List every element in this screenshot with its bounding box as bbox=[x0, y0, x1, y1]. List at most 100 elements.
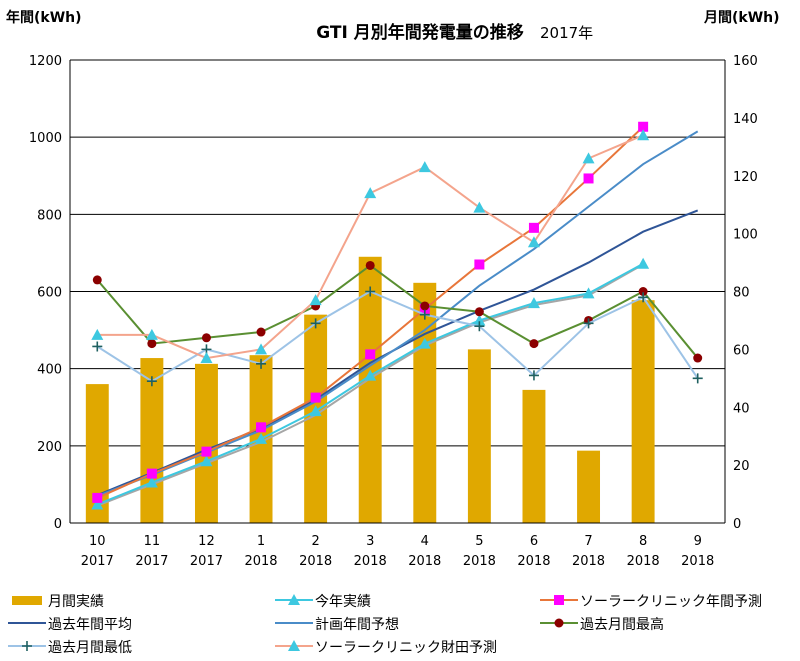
legend-item: 月間実績 bbox=[12, 594, 104, 610]
x-tick-year: 2017 bbox=[135, 554, 168, 569]
legend-label: 過去月間最高 bbox=[580, 616, 664, 633]
point-marker bbox=[364, 369, 377, 381]
legend-item: ソーラークリニック財田予測 bbox=[275, 640, 497, 656]
y-right-tick-label: 100 bbox=[733, 228, 758, 243]
point-marker bbox=[528, 222, 539, 233]
y-left-tick-label: 800 bbox=[37, 208, 62, 223]
series-line bbox=[96, 209, 699, 497]
point-marker bbox=[256, 327, 266, 337]
x-tick-month: 12 bbox=[198, 534, 215, 549]
y-right-tick-label: 120 bbox=[733, 170, 758, 185]
y-right-tick-label: 160 bbox=[733, 54, 758, 69]
bar bbox=[85, 384, 109, 523]
y-left-tick-label: 200 bbox=[37, 440, 62, 455]
point-marker bbox=[309, 294, 322, 306]
point-marker bbox=[554, 618, 564, 628]
series-ソーラークリニック財田予測 bbox=[91, 129, 650, 364]
point-marker bbox=[474, 321, 485, 332]
legend-item: 過去月間最低 bbox=[8, 640, 132, 656]
x-tick-month: 2 bbox=[311, 534, 319, 549]
point-marker bbox=[582, 152, 595, 164]
bar bbox=[194, 363, 218, 523]
x-tick-year: 2018 bbox=[517, 554, 550, 569]
x-tick-year: 2018 bbox=[681, 554, 714, 569]
point-marker bbox=[637, 129, 650, 141]
x-tick-month: 8 bbox=[639, 534, 647, 549]
point-marker bbox=[582, 287, 595, 299]
x-tick-month: 11 bbox=[144, 534, 161, 549]
point-marker bbox=[92, 341, 103, 352]
legend-label: 過去年間平均 bbox=[48, 617, 132, 633]
point-marker bbox=[255, 432, 268, 444]
legend-item: 計画年間予想 bbox=[275, 617, 399, 633]
series-ソーラークリニック年間予測 bbox=[92, 121, 649, 503]
y-right-tick-label: 40 bbox=[733, 401, 750, 416]
x-tick-month: 9 bbox=[694, 534, 702, 549]
y-left-tick-label: 600 bbox=[37, 286, 62, 301]
x-tick-year: 2017 bbox=[190, 554, 223, 569]
legend-swatch bbox=[12, 596, 42, 605]
bar bbox=[467, 349, 491, 523]
point-marker bbox=[145, 328, 158, 340]
point-marker bbox=[365, 349, 376, 360]
legend-label: ソーラークリニック年間予測 bbox=[580, 594, 762, 610]
point-marker bbox=[201, 446, 212, 457]
point-marker bbox=[638, 292, 649, 303]
x-tick-month: 4 bbox=[421, 534, 429, 549]
point-marker bbox=[288, 640, 300, 651]
point-marker bbox=[200, 352, 213, 364]
y-right-tick-label: 140 bbox=[733, 112, 758, 127]
point-marker bbox=[418, 337, 431, 349]
y-right-tick-label: 60 bbox=[733, 343, 750, 358]
point-marker bbox=[256, 422, 267, 433]
point-marker bbox=[638, 287, 648, 296]
point-marker bbox=[310, 318, 321, 329]
point-marker bbox=[92, 275, 102, 285]
legend-item: 過去月間最高 bbox=[540, 616, 664, 633]
point-marker bbox=[91, 328, 104, 340]
x-tick-month: 3 bbox=[366, 534, 374, 549]
point-marker bbox=[201, 333, 211, 343]
point-marker bbox=[365, 260, 375, 270]
y-left-tick-label: 400 bbox=[37, 363, 62, 378]
legend-label: 過去月間最低 bbox=[48, 640, 132, 656]
point-marker bbox=[474, 259, 485, 270]
y-left-tick-label: 1000 bbox=[29, 131, 62, 146]
x-tick-year: 2018 bbox=[463, 554, 496, 569]
axes: 0 200 400 600 800 1000 1200 0 20 40 60 80 100 120 140 1… bbox=[29, 54, 758, 569]
x-tick-year: 2018 bbox=[408, 554, 441, 569]
point-marker bbox=[310, 392, 321, 403]
x-tick-month: 5 bbox=[475, 534, 483, 549]
point-marker bbox=[309, 405, 322, 417]
y-left-tick-label: 1200 bbox=[29, 54, 62, 69]
legend-label: 今年実績 bbox=[315, 594, 371, 610]
y-axis-left-label: 年間(kWh) bbox=[6, 9, 82, 26]
point-marker bbox=[419, 309, 430, 320]
bar bbox=[358, 256, 382, 523]
series-過去月間最低 bbox=[92, 286, 703, 387]
point-marker bbox=[473, 201, 486, 213]
x-tick-month: 6 bbox=[530, 534, 538, 549]
y-right-tick-label: 80 bbox=[733, 286, 750, 301]
x-tick-month: 1 bbox=[257, 534, 265, 549]
x-tick-year: 2017 bbox=[81, 554, 114, 569]
point-marker bbox=[91, 498, 104, 510]
point-marker bbox=[473, 314, 486, 326]
grid bbox=[70, 59, 725, 524]
legend-item: ソーラークリニック年間予測 bbox=[540, 594, 762, 610]
chart-title: GTI 月別年間発電量の推移 bbox=[316, 22, 524, 43]
bar bbox=[304, 314, 328, 523]
point-marker bbox=[256, 358, 267, 369]
y-axis-right-label: 月間(kWh) bbox=[703, 10, 780, 26]
point-marker bbox=[527, 236, 540, 248]
series-line bbox=[96, 264, 699, 359]
chart-subtitle: 2017年 bbox=[540, 24, 593, 42]
point-marker bbox=[365, 286, 376, 297]
point-marker bbox=[146, 468, 157, 479]
line-series bbox=[91, 121, 703, 510]
y-left-tick-label: 0 bbox=[54, 517, 62, 532]
y-right-tick-label: 0 bbox=[733, 517, 741, 532]
legend-item: 過去年間平均 bbox=[8, 617, 132, 633]
